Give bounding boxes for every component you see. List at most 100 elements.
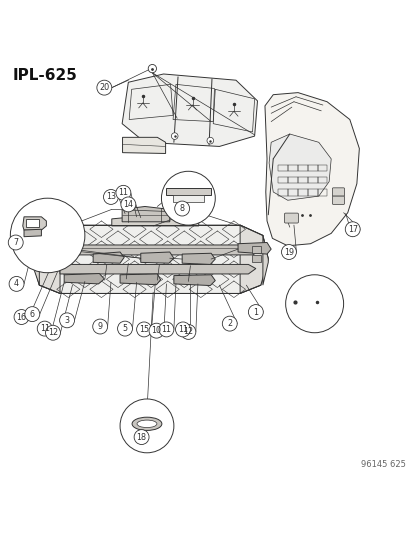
FancyBboxPatch shape [332,188,344,196]
Bar [297,165,307,171]
Bar [317,165,327,171]
Circle shape [14,310,29,325]
Polygon shape [64,273,104,284]
Text: 18: 18 [136,433,146,441]
Text: 16: 16 [17,312,26,321]
Polygon shape [182,253,215,264]
Polygon shape [32,225,268,293]
Circle shape [222,316,237,331]
Bar [297,177,307,183]
Bar [317,177,327,183]
Bar [278,177,287,183]
Bar [317,190,327,196]
Polygon shape [112,215,198,226]
Bar [43,245,60,251]
Text: 11: 11 [118,188,128,197]
Polygon shape [268,134,330,200]
Polygon shape [122,138,165,154]
Polygon shape [240,225,268,293]
Polygon shape [140,252,173,263]
Circle shape [8,235,23,250]
Circle shape [97,80,112,95]
Polygon shape [262,236,268,285]
Polygon shape [264,93,358,246]
Circle shape [148,64,156,72]
Polygon shape [60,264,255,274]
Bar [251,255,260,262]
Circle shape [180,325,195,340]
Circle shape [116,185,131,200]
Text: 11: 11 [161,325,171,334]
Bar [297,190,307,196]
Ellipse shape [132,417,161,431]
Bar [307,190,317,196]
Polygon shape [23,217,46,230]
Polygon shape [173,275,215,286]
Circle shape [206,138,213,144]
Bar [278,165,287,171]
Polygon shape [54,245,261,255]
Polygon shape [32,236,39,285]
Polygon shape [122,74,257,147]
Circle shape [134,430,149,445]
Bar [26,219,38,227]
Polygon shape [237,243,271,254]
Polygon shape [122,206,169,222]
Polygon shape [39,240,72,254]
Circle shape [171,133,178,140]
Circle shape [93,319,107,334]
Text: 6: 6 [30,310,35,319]
Text: 17: 17 [347,225,357,234]
Circle shape [45,325,60,340]
Circle shape [159,322,173,337]
Text: 13: 13 [106,192,116,201]
Circle shape [121,197,135,212]
Text: 19: 19 [283,247,293,256]
Text: 3: 3 [64,316,69,325]
Circle shape [25,306,40,321]
Text: 1: 1 [253,308,258,317]
Polygon shape [24,229,41,237]
Bar [307,177,317,183]
Text: 12: 12 [48,328,58,337]
Polygon shape [32,225,60,293]
Text: 7: 7 [13,238,18,247]
FancyBboxPatch shape [332,196,344,204]
Circle shape [136,322,151,337]
Bar [278,190,287,196]
Circle shape [103,190,118,204]
Circle shape [37,321,52,336]
Bar [307,165,317,171]
FancyBboxPatch shape [284,213,298,223]
Polygon shape [120,274,160,285]
Circle shape [120,399,173,453]
Text: 4: 4 [14,279,19,288]
Bar [287,165,297,171]
Circle shape [149,323,164,338]
Bar [173,195,203,201]
Circle shape [117,321,132,336]
Text: 8: 8 [179,204,184,213]
Circle shape [285,275,343,333]
Circle shape [281,245,296,260]
Text: 14: 14 [123,200,133,209]
Text: 11: 11 [178,325,188,334]
Text: 2: 2 [227,319,232,328]
Polygon shape [165,188,211,195]
Ellipse shape [137,420,157,427]
Circle shape [9,277,24,292]
Polygon shape [93,252,124,263]
Text: 20: 20 [99,83,109,92]
Text: 96145 625: 96145 625 [360,461,405,470]
Bar [287,177,297,183]
Circle shape [175,322,190,337]
Circle shape [59,313,74,328]
Circle shape [161,171,215,225]
Text: 10: 10 [151,326,161,335]
Circle shape [344,222,359,237]
Text: IPL-625: IPL-625 [12,68,77,83]
Circle shape [10,198,85,273]
Text: 11: 11 [40,324,50,333]
Bar [251,246,260,253]
Circle shape [174,201,189,216]
